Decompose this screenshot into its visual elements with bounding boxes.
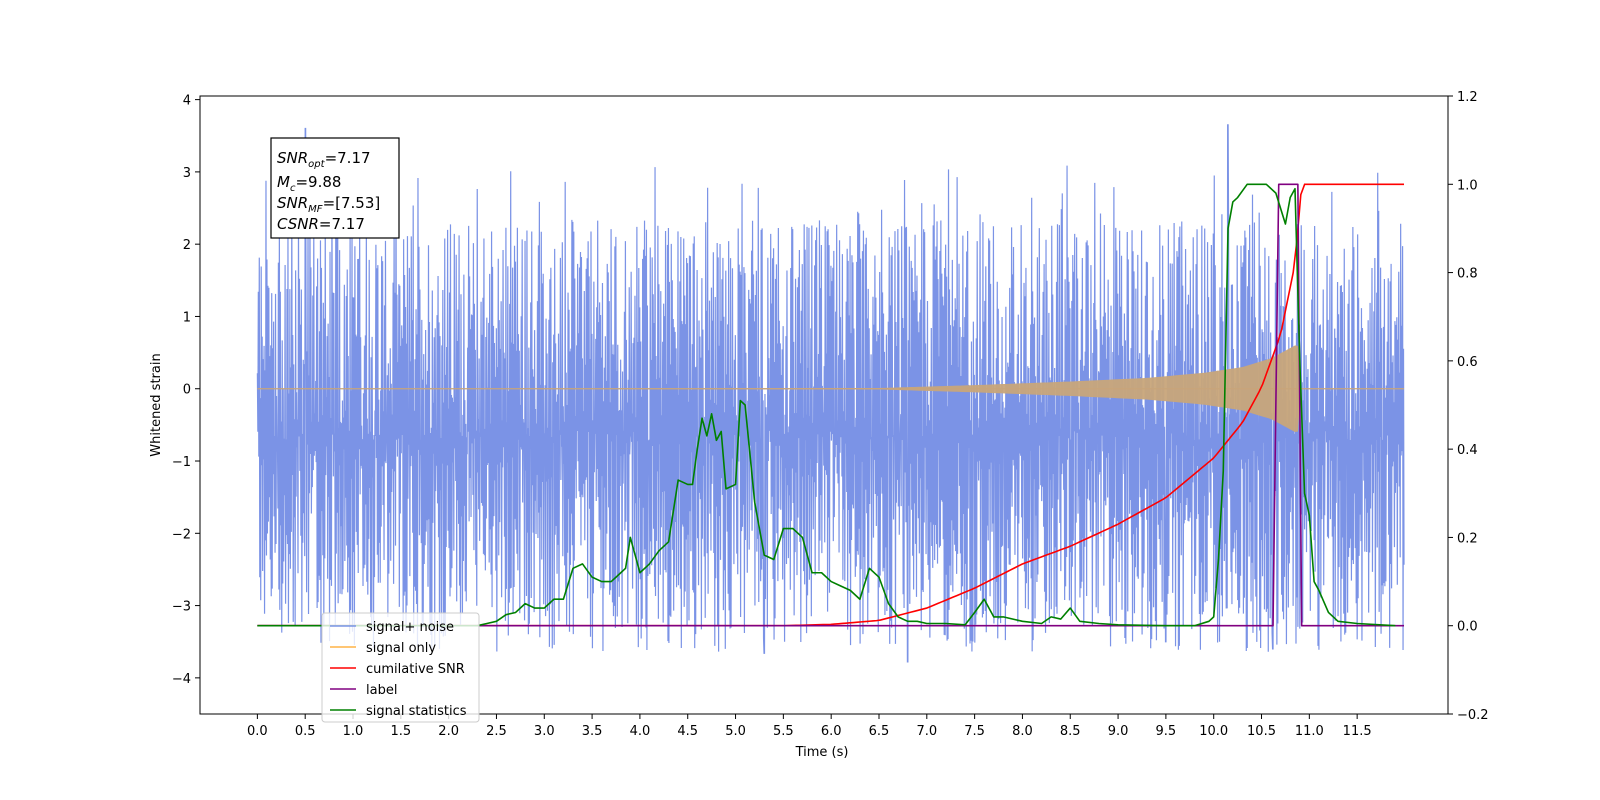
x-tick-label: 3.0 bbox=[534, 724, 555, 739]
x-tick-label: 0.0 bbox=[247, 724, 268, 739]
x-tick-label: 1.5 bbox=[390, 724, 411, 739]
y-left-tick-label: 4 bbox=[183, 94, 191, 109]
x-tick-label: 4.0 bbox=[630, 724, 651, 739]
legend-label: signal only bbox=[366, 641, 436, 656]
legend-label: signal statistics bbox=[366, 704, 467, 719]
x-tick-label: 10.0 bbox=[1199, 724, 1228, 739]
y-right-tick-label: 0.0 bbox=[1457, 620, 1478, 635]
x-axis-label: Time (s) bbox=[795, 745, 849, 760]
y-axis-left-label: Whitened strain bbox=[149, 353, 164, 456]
signal-only-series bbox=[257, 345, 1405, 433]
x-tick-label: 11.5 bbox=[1343, 724, 1372, 739]
label-line bbox=[257, 183, 1405, 627]
legend-label: label bbox=[366, 683, 397, 698]
annotation-line: Mc=9.88 bbox=[277, 173, 341, 194]
plot-frame bbox=[199, 95, 1449, 715]
y-axis-left-ticks: 4 3 2 1 0 −1 −2 −3 −4 bbox=[172, 94, 200, 687]
annotation-line: SNRMF=[7.53] bbox=[277, 194, 380, 215]
y-right-tick-label: 0.4 bbox=[1457, 443, 1478, 458]
x-tick-label: 3.5 bbox=[582, 724, 603, 739]
y-left-tick-label: −3 bbox=[172, 600, 191, 615]
x-tick-label: 10.5 bbox=[1247, 724, 1276, 739]
y-left-tick-label: −1 bbox=[172, 455, 191, 470]
x-tick-label: 5.0 bbox=[725, 724, 746, 739]
signal-statistics-series bbox=[257, 183, 1396, 627]
y-right-tick-label: 0.8 bbox=[1457, 267, 1478, 282]
signal-noise-line bbox=[256, 124, 1405, 663]
y-left-tick-label: −2 bbox=[172, 527, 191, 542]
signal-noise-series bbox=[256, 124, 1405, 663]
legend-label: signal+ noise bbox=[366, 620, 454, 635]
x-tick-label: 6.5 bbox=[869, 724, 890, 739]
x-tick-label: 9.5 bbox=[1156, 724, 1177, 739]
y-right-tick-label: 1.2 bbox=[1457, 90, 1478, 105]
y-left-tick-label: 3 bbox=[183, 166, 191, 181]
x-tick-label: 2.0 bbox=[438, 724, 459, 739]
y-left-tick-label: 1 bbox=[183, 310, 191, 325]
x-tick-label: 8.5 bbox=[1060, 724, 1081, 739]
x-tick-label: 5.5 bbox=[773, 724, 794, 739]
y-right-tick-label: 0.6 bbox=[1457, 355, 1478, 370]
y-axis-right-ticks: 1.2 1.0 0.8 0.6 0.4 0.2 0.0 −0.2 bbox=[1448, 90, 1489, 723]
annotation-line: SNRopt=7.17 bbox=[277, 149, 371, 170]
annotation-line: CSNR=7.17 bbox=[277, 215, 365, 233]
x-tick-label: 2.5 bbox=[486, 724, 507, 739]
x-tick-label: 11.0 bbox=[1295, 724, 1324, 739]
label-series bbox=[257, 183, 1405, 627]
y-left-tick-label: 2 bbox=[183, 238, 191, 253]
y-left-tick-label: −4 bbox=[172, 672, 191, 687]
x-tick-label: 6.0 bbox=[821, 724, 842, 739]
x-tick-label: 8.0 bbox=[1012, 724, 1033, 739]
x-tick-label: 7.5 bbox=[964, 724, 985, 739]
legend-label: cumilative SNR bbox=[366, 662, 465, 677]
signal-statistics-line bbox=[257, 183, 1396, 627]
annotation-frame bbox=[270, 137, 400, 239]
x-axis-ticks: 0.0 0.5 1.0 1.5 2.0 2.5 3.0 3.5 4.0 4.5 5.0 5.5 6.0 6… bbox=[247, 714, 1372, 739]
y-right-tick-label: −0.2 bbox=[1457, 708, 1489, 723]
x-tick-label: 1.0 bbox=[343, 724, 364, 739]
x-tick-label: 0.5 bbox=[295, 724, 316, 739]
x-tick-label: 7.0 bbox=[916, 724, 937, 739]
legend: signal+ noise signal only cumilative SNR la… bbox=[321, 612, 480, 723]
x-tick-label: 9.0 bbox=[1108, 724, 1129, 739]
y-right-tick-label: 0.2 bbox=[1457, 531, 1478, 546]
legend-frame bbox=[321, 612, 480, 723]
y-right-tick-label: 1.0 bbox=[1457, 178, 1478, 193]
y-left-tick-label: 0 bbox=[183, 383, 191, 398]
x-tick-label: 4.5 bbox=[677, 724, 698, 739]
